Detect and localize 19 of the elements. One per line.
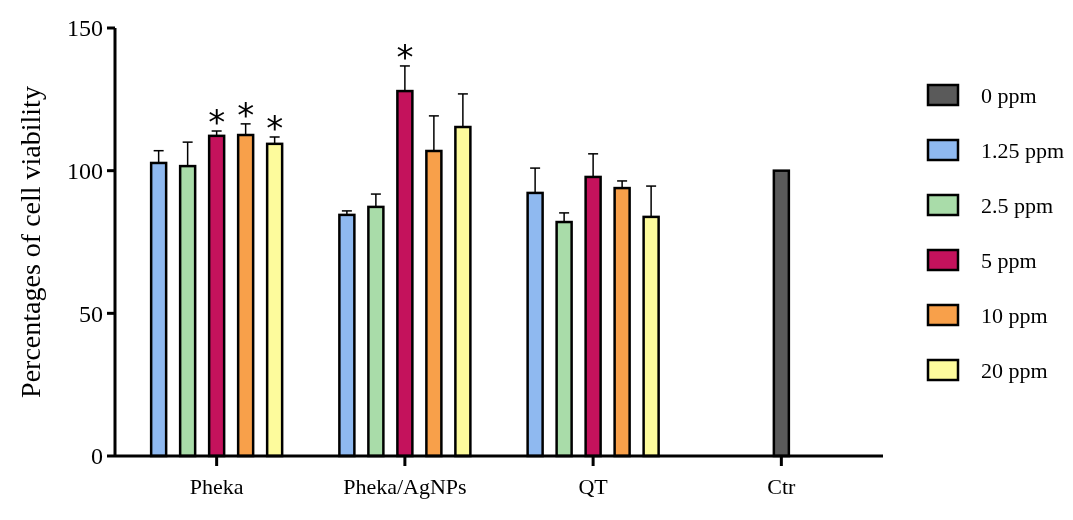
legend-label: 20 ppm (981, 357, 1048, 383)
legend-label: 1.25 ppm (981, 137, 1065, 163)
annotation: * (266, 108, 284, 148)
x-tick-label: Pheka (189, 474, 244, 499)
annotation: * (208, 102, 226, 143)
y-tick-label: 150 (67, 15, 103, 42)
legend-label: 0 ppm (981, 82, 1037, 108)
y-tick-label: 100 (67, 158, 103, 185)
annotation: * (237, 94, 255, 135)
x-tick-label: Pheka/AgNPs (343, 474, 467, 499)
y-tick-label: 0 (91, 443, 103, 470)
annotation: * (396, 36, 414, 77)
legend-label: 10 ppm (981, 302, 1048, 328)
y-axis-title: Percentages of cell viability (15, 86, 46, 398)
y-tick-label: 50 (79, 300, 103, 327)
x-tick-label: QT (578, 474, 609, 499)
x-tick-label: Ctr (767, 474, 797, 499)
legend-label: 5 ppm (981, 247, 1037, 273)
legend-label: 2.5 ppm (981, 192, 1054, 218)
